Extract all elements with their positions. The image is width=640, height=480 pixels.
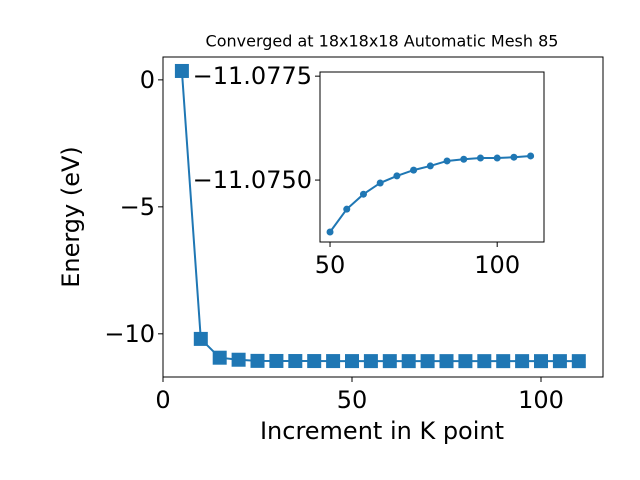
x-tick-label: 50 — [337, 386, 368, 414]
y-tick-label: 0 — [140, 66, 155, 94]
marker — [382, 354, 397, 369]
marker — [510, 153, 518, 161]
marker — [476, 154, 484, 162]
marker — [269, 353, 284, 368]
marker — [193, 331, 208, 346]
data-line — [180, 70, 579, 363]
marker — [326, 228, 334, 236]
y-tick-label: −11.0775 — [193, 62, 312, 90]
marker — [212, 350, 227, 365]
marker — [343, 205, 351, 213]
y-tick-label: −5 — [120, 193, 155, 221]
marker — [231, 352, 246, 367]
marker — [359, 190, 367, 198]
x-axis-label: Increment in K point — [260, 417, 504, 445]
marker — [326, 354, 341, 369]
marker — [401, 354, 416, 369]
marker — [496, 354, 511, 369]
marker — [288, 354, 303, 369]
marker — [250, 353, 265, 368]
marker — [363, 354, 378, 369]
y-tick-label: −10 — [104, 320, 155, 348]
marker — [571, 354, 586, 369]
marker — [393, 172, 401, 180]
chart-title: Converged at 18x18x18 Automatic Mesh 85 — [206, 32, 559, 51]
marker — [552, 354, 567, 369]
x-tick-label: 0 — [155, 386, 170, 414]
marker — [443, 157, 451, 165]
marker — [420, 354, 435, 369]
marker — [458, 354, 473, 369]
marker — [493, 154, 501, 162]
marker — [174, 63, 189, 78]
marker — [439, 354, 454, 369]
marker — [527, 152, 535, 160]
marker — [376, 179, 384, 187]
marker — [345, 354, 360, 369]
y-tick-label: −11.0750 — [193, 166, 312, 194]
marker — [426, 162, 434, 170]
marker — [534, 354, 549, 369]
marker — [515, 354, 530, 369]
marker — [477, 354, 492, 369]
x-tick-label: 50 — [315, 251, 346, 279]
x-tick-label: 100 — [518, 386, 564, 414]
y-axis-label: Energy (eV) — [57, 146, 85, 288]
x-tick-label: 100 — [474, 251, 520, 279]
marker — [410, 166, 418, 174]
marker — [460, 155, 468, 163]
marker — [307, 354, 322, 369]
